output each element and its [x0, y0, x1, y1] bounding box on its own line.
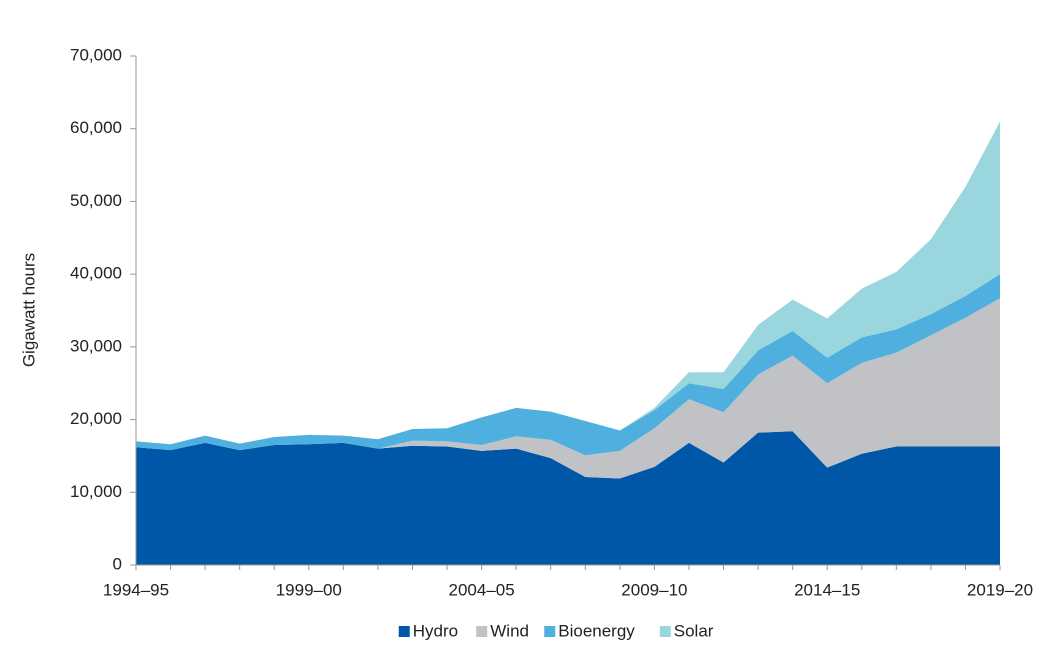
- y-tick-label: 50,000: [70, 191, 122, 210]
- legend-label: Solar: [674, 621, 714, 640]
- x-tick-label: 2019–20: [967, 580, 1033, 599]
- y-tick-label: 60,000: [70, 118, 122, 137]
- legend-label: Hydro: [413, 621, 458, 640]
- y-tick-label: 40,000: [70, 264, 122, 283]
- x-tick-label: 2014–15: [794, 580, 860, 599]
- y-tick-label: 0: [113, 554, 122, 573]
- y-tick-label: 20,000: [70, 409, 122, 428]
- legend-label: Bioenergy: [558, 621, 635, 640]
- y-tick-label: 70,000: [70, 45, 122, 64]
- y-axis-label: Gigawatt hours: [19, 253, 38, 367]
- area: [136, 274, 1000, 456]
- area: [136, 431, 1000, 565]
- legend-swatch: [398, 626, 410, 637]
- area: [136, 298, 1000, 479]
- legend-swatch: [476, 626, 488, 637]
- x-tick-label: 2009–10: [621, 580, 687, 599]
- legend-label: Wind: [490, 621, 529, 640]
- legend-swatch: [659, 626, 671, 637]
- x-tick-label: 1999–00: [276, 580, 342, 599]
- x-tick-label: 2004–05: [449, 580, 515, 599]
- legend-swatch: [544, 626, 556, 637]
- y-tick-label: 30,000: [70, 336, 122, 355]
- x-tick-label: 1994–95: [103, 580, 169, 599]
- y-tick-label: 10,000: [70, 482, 122, 501]
